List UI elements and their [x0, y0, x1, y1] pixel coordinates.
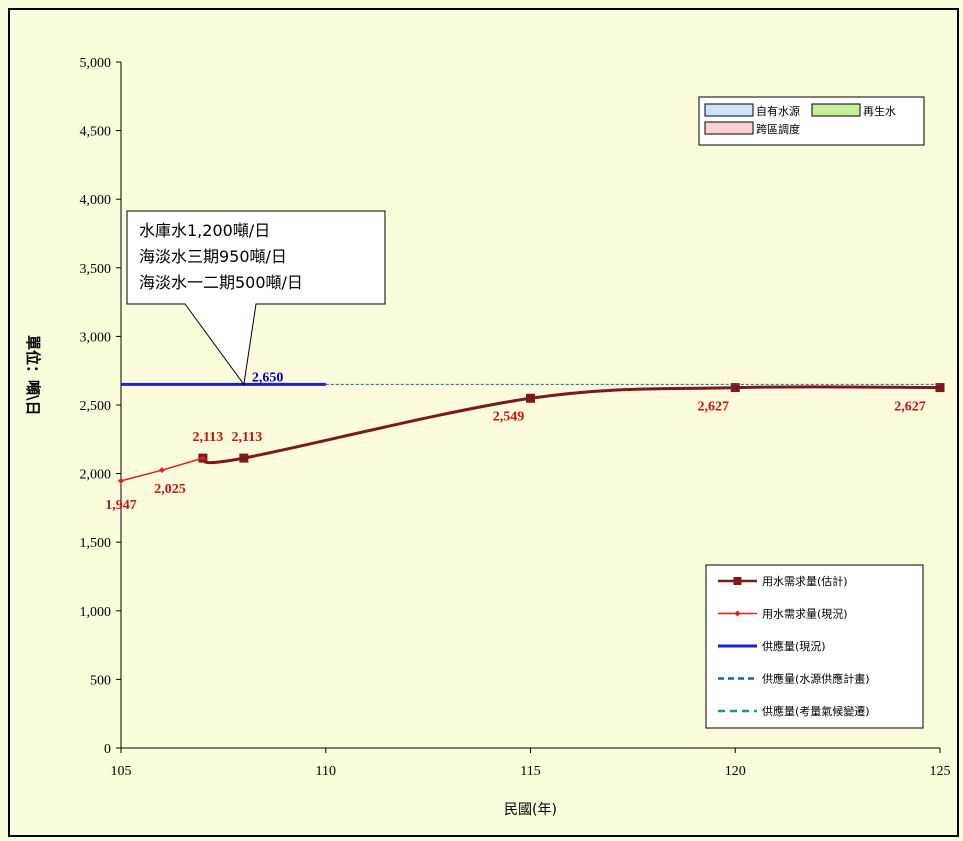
legend-label: 用水需求量(現況): [762, 607, 848, 621]
series-marker-actual: [158, 467, 165, 474]
area-legend-label: 自有水源: [756, 104, 800, 118]
legend-marker: [733, 577, 742, 585]
series-marker-estimate: [526, 393, 535, 403]
area-legend-swatch: [704, 103, 754, 117]
data-label: 2,549: [493, 409, 525, 424]
data-label: 2,025: [154, 482, 186, 497]
data-label: 2,627: [698, 400, 730, 415]
y-tick-label: 1,000: [80, 605, 112, 620]
callout-line: 海淡水一二期500噸/日: [139, 273, 303, 292]
area-legend-label: 再生水: [863, 104, 896, 118]
data-label: 1,947: [105, 498, 137, 513]
y-tick-label: 0: [104, 742, 111, 757]
y-tick-label: 2,000: [80, 468, 112, 483]
series-marker-actual: [199, 455, 206, 462]
y-tick-label: 3,500: [80, 262, 112, 277]
legend-label: 供應量(水源供應計畫): [762, 672, 870, 686]
y-tick-label: 500: [90, 673, 111, 688]
y-tick-label: 4,500: [80, 125, 112, 140]
data-label: 2,650: [252, 370, 284, 385]
series-marker-estimate: [935, 383, 945, 393]
area-legend-swatch: [811, 103, 861, 117]
series-marker-actual: [118, 477, 124, 484]
chart-frame: [8, 8, 959, 837]
x-tick-label: 120: [725, 764, 746, 779]
series-legend: 用水需求量(估計) 用水需求量(現況) 供應量(現況) 供應量(水源供應計畫) 供應量(…: [705, 564, 924, 729]
y-tick-label: 2,500: [80, 399, 112, 414]
y-axis-label: 單位：噸\日: [24, 335, 42, 415]
data-label: 2,627: [894, 400, 926, 415]
x-tick-label: 115: [520, 764, 540, 779]
series-marker-estimate: [239, 453, 249, 463]
x-tick-label: 125: [930, 764, 951, 779]
data-label: 2,113: [231, 430, 262, 445]
series-lines: [118, 382, 945, 484]
x-tick-label: 105: [111, 764, 132, 779]
y-tick-label: 1,500: [80, 536, 112, 551]
data-labels: 1,947 2,025 2,113 2,113 2,549 2,627 2,627 2,650: [105, 370, 926, 512]
area-legend-label: 跨區調度: [756, 122, 800, 136]
legend-label: 供應量(現況): [762, 639, 826, 653]
series-marker-estimate: [730, 383, 740, 393]
legend-label: 用水需求量(估計): [762, 574, 848, 588]
callout-shape: [126, 210, 386, 386]
y-tick-label: 5,000: [80, 56, 112, 71]
legend-marker: [734, 610, 741, 617]
area-legend-swatch: [704, 121, 754, 135]
y-tick-label: 3,000: [80, 330, 112, 345]
y-tick-label: 4,000: [80, 193, 112, 208]
axes: 0 500 1,000 1,500 2,000 2,500 3,000 3,500 4,000 4…: [80, 56, 951, 779]
legend-label: 供應量(考量氣候變遷): [762, 704, 870, 718]
x-axis-label: 民國(年): [504, 802, 557, 818]
series-line-estimate: [202, 385, 941, 465]
x-tick-label: 110: [316, 764, 336, 779]
callout-line: 水庫水1,200噸/日: [139, 221, 270, 240]
data-label: 2,113: [193, 430, 224, 445]
callout-line: 海淡水三期950噸/日: [139, 247, 287, 266]
